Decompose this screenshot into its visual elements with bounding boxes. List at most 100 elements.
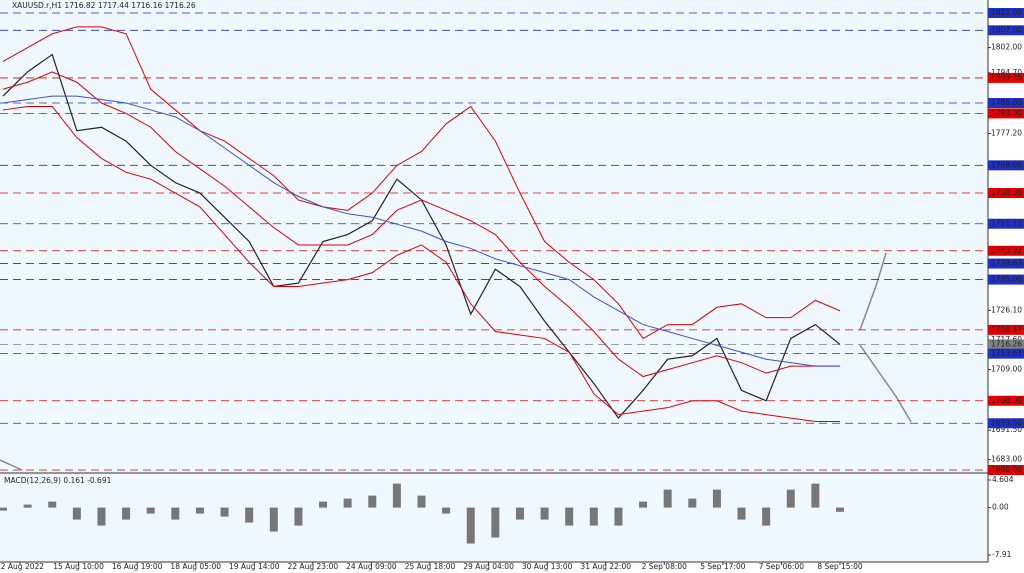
- level-label: 1735.00: [991, 275, 1022, 284]
- macd-bar: [0, 507, 7, 511]
- macd-bar: [688, 498, 697, 508]
- level-label: 1768.00: [991, 160, 1022, 169]
- x-tick-label: 15 Aug 10:00: [53, 562, 104, 571]
- x-tick-label: 8 Sep 15:00: [817, 562, 863, 571]
- y-tick-label: 1794.70: [991, 68, 1022, 77]
- macd-bar: [392, 483, 401, 508]
- x-tick-label: 31 Aug 22:00: [580, 562, 631, 571]
- level-tag: [988, 108, 1024, 119]
- macd-bar: [663, 489, 672, 508]
- macd-title: MACD(12,26,9) 0.161 -0.691: [4, 476, 112, 485]
- y-tick-label: 1777.20: [991, 128, 1022, 137]
- level-label: 1751.13: [991, 219, 1022, 228]
- level-tag: [988, 274, 1024, 285]
- macd-bar: [737, 507, 746, 520]
- level-tag: [988, 465, 1024, 475]
- macd-bar: [294, 507, 303, 526]
- macd-bar: [245, 507, 254, 523]
- plot-bg: [0, 0, 988, 562]
- level-tag: [988, 8, 1024, 18]
- macd-bar: [614, 507, 623, 526]
- macd-bar: [442, 507, 451, 514]
- indicator-line: [2, 105, 840, 423]
- level-tag: [988, 98, 1024, 109]
- macd-bar: [786, 489, 795, 508]
- macd-bar: [565, 507, 574, 526]
- macd-bar: [343, 498, 352, 508]
- level-tag: [988, 339, 1024, 350]
- macd-bar: [589, 507, 598, 526]
- level-tag: [988, 72, 1024, 83]
- macd-bar: [466, 507, 475, 544]
- macd-bar: [122, 507, 131, 520]
- macd-bar: [368, 495, 377, 508]
- level-label: 1700.00: [991, 396, 1022, 405]
- macd-bar: [97, 507, 106, 526]
- level-label: 1720.47: [991, 325, 1022, 334]
- x-tick-label: 30 Aug 13:00: [522, 562, 573, 571]
- macd-bar: [811, 483, 820, 508]
- level-label: 1793.25: [991, 73, 1022, 82]
- level-label: 1786.00: [991, 98, 1022, 107]
- macd-bar: [762, 507, 771, 526]
- x-tick-label: 25 Aug 18:00: [405, 562, 456, 571]
- level-tag: [988, 395, 1024, 406]
- macd-bar: [540, 507, 549, 520]
- macd-bar: [417, 495, 426, 508]
- macd-bar: [220, 507, 229, 517]
- y2-tick-label: 4.604: [992, 475, 1014, 484]
- x-tick-label: 18 Aug 05:00: [170, 562, 221, 571]
- y-tick-label: 1683.00: [991, 455, 1022, 464]
- macd-bar: [639, 501, 648, 508]
- level-tag: [988, 245, 1024, 256]
- indicator-line: [2, 95, 840, 367]
- macd-bar: [72, 507, 81, 520]
- level-label: 1783.00: [991, 108, 1022, 117]
- y-tick-label: 1709.00: [991, 365, 1022, 374]
- macd-bar: [712, 489, 721, 508]
- level-tag: [988, 348, 1024, 359]
- level-tag: [988, 25, 1024, 36]
- x-tick-label: 12 Aug 2022: [0, 562, 44, 571]
- x-tick-label: 24 Aug 09:00: [346, 562, 397, 571]
- y-tick-label: 1717.60: [991, 335, 1022, 344]
- x-tick-label: 5 Sep 17:00: [700, 562, 746, 571]
- y-tick-label: 1726.10: [991, 305, 1022, 314]
- y-tick-label: 1802.00: [991, 43, 1022, 52]
- macd-bar: [48, 501, 57, 508]
- level-label: 1807.00: [991, 25, 1022, 34]
- level-tag: [988, 418, 1024, 429]
- x-tick-label: 22 Aug 23:00: [288, 562, 339, 571]
- y2-tick-label: 0.00: [992, 503, 1009, 512]
- macd-bar: [146, 507, 155, 514]
- level-label: 1743.32: [991, 246, 1022, 255]
- y-tick-label: 1691.50: [991, 425, 1022, 434]
- macd-bar: [23, 504, 32, 508]
- macd-bar: [195, 507, 204, 514]
- x-tick-label: 16 Aug 19:00: [112, 562, 163, 571]
- level-label: 1713.61: [991, 349, 1022, 358]
- chart-title: XAUUSD.r,H1 1716.82 1717.44 1716.16 1716…: [12, 1, 196, 10]
- level-tag: [988, 324, 1024, 335]
- level-label: 1680.00: [991, 465, 1022, 474]
- indicator-line: [2, 71, 840, 378]
- level-label: 1716.26: [991, 339, 1022, 348]
- macd-bar: [319, 501, 328, 508]
- x-tick-label: 7 Sep 06:00: [759, 562, 805, 571]
- level-tag: [988, 188, 1024, 199]
- y2-tick-label: -7.91: [992, 550, 1012, 559]
- level-tag: [988, 160, 1024, 171]
- macd-bar: [269, 507, 278, 532]
- x-tick-label: 29 Aug 04:00: [463, 562, 514, 571]
- level-label: 1760.00: [991, 188, 1022, 197]
- projection-arrows: [0, 252, 912, 471]
- level-label: 1693.50: [991, 418, 1022, 427]
- indicator-line: [2, 26, 841, 340]
- macd-bar: [491, 507, 500, 538]
- level-tag: [988, 218, 1024, 229]
- level-label: 1812.00: [991, 8, 1022, 17]
- x-tick-label: 19 Aug 14:00: [229, 562, 280, 571]
- macd-bar: [515, 507, 524, 520]
- macd-bar: [171, 507, 180, 520]
